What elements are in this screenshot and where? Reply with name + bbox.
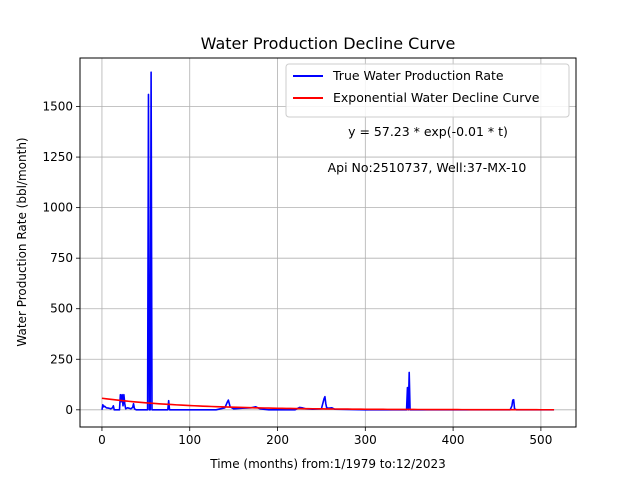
plot-frame [79, 57, 577, 428]
legend-box [285, 63, 570, 118]
y-tick-label: 250 [50, 352, 73, 366]
well-annotation: Api No:2510737, Well:37-MX-10 [328, 160, 527, 175]
x-tick-label: 200 [266, 433, 289, 447]
series-line-exponential-water-decline-curve [101, 397, 555, 411]
y-tick-label: 1000 [42, 201, 73, 215]
equation-annotation: y = 57.23 * exp(-0.01 * t) [348, 124, 508, 139]
ticks: 0 100 200 300 400 500 0 250 500 750 1000 1250 1500 [42, 100, 552, 447]
series-layer [101, 71, 555, 411]
x-tick-label: 500 [529, 433, 552, 447]
y-tick-label: 1250 [42, 150, 73, 164]
y-tick-label: 500 [50, 302, 73, 316]
legend: True Water Production Rate Exponential W… [285, 63, 570, 118]
y-tick-label: 750 [50, 251, 73, 265]
x-tick-label: 0 [98, 433, 106, 447]
y-axis-label: Water Production Rate (bbl/month) [15, 137, 29, 346]
x-tick-label: 300 [354, 433, 377, 447]
x-tick-label: 100 [178, 433, 201, 447]
y-tick-label: 0 [65, 403, 73, 417]
legend-label-exponential-curve: Exponential Water Decline Curve [333, 90, 540, 105]
x-tick-label: 400 [442, 433, 465, 447]
legend-label-true-rate: True Water Production Rate [332, 68, 504, 83]
y-tick-label: 1500 [42, 100, 73, 114]
x-axis-label: Time (months) from:1/1979 to:12/2023 [209, 457, 446, 471]
chart-title: Water Production Decline Curve [201, 34, 456, 53]
